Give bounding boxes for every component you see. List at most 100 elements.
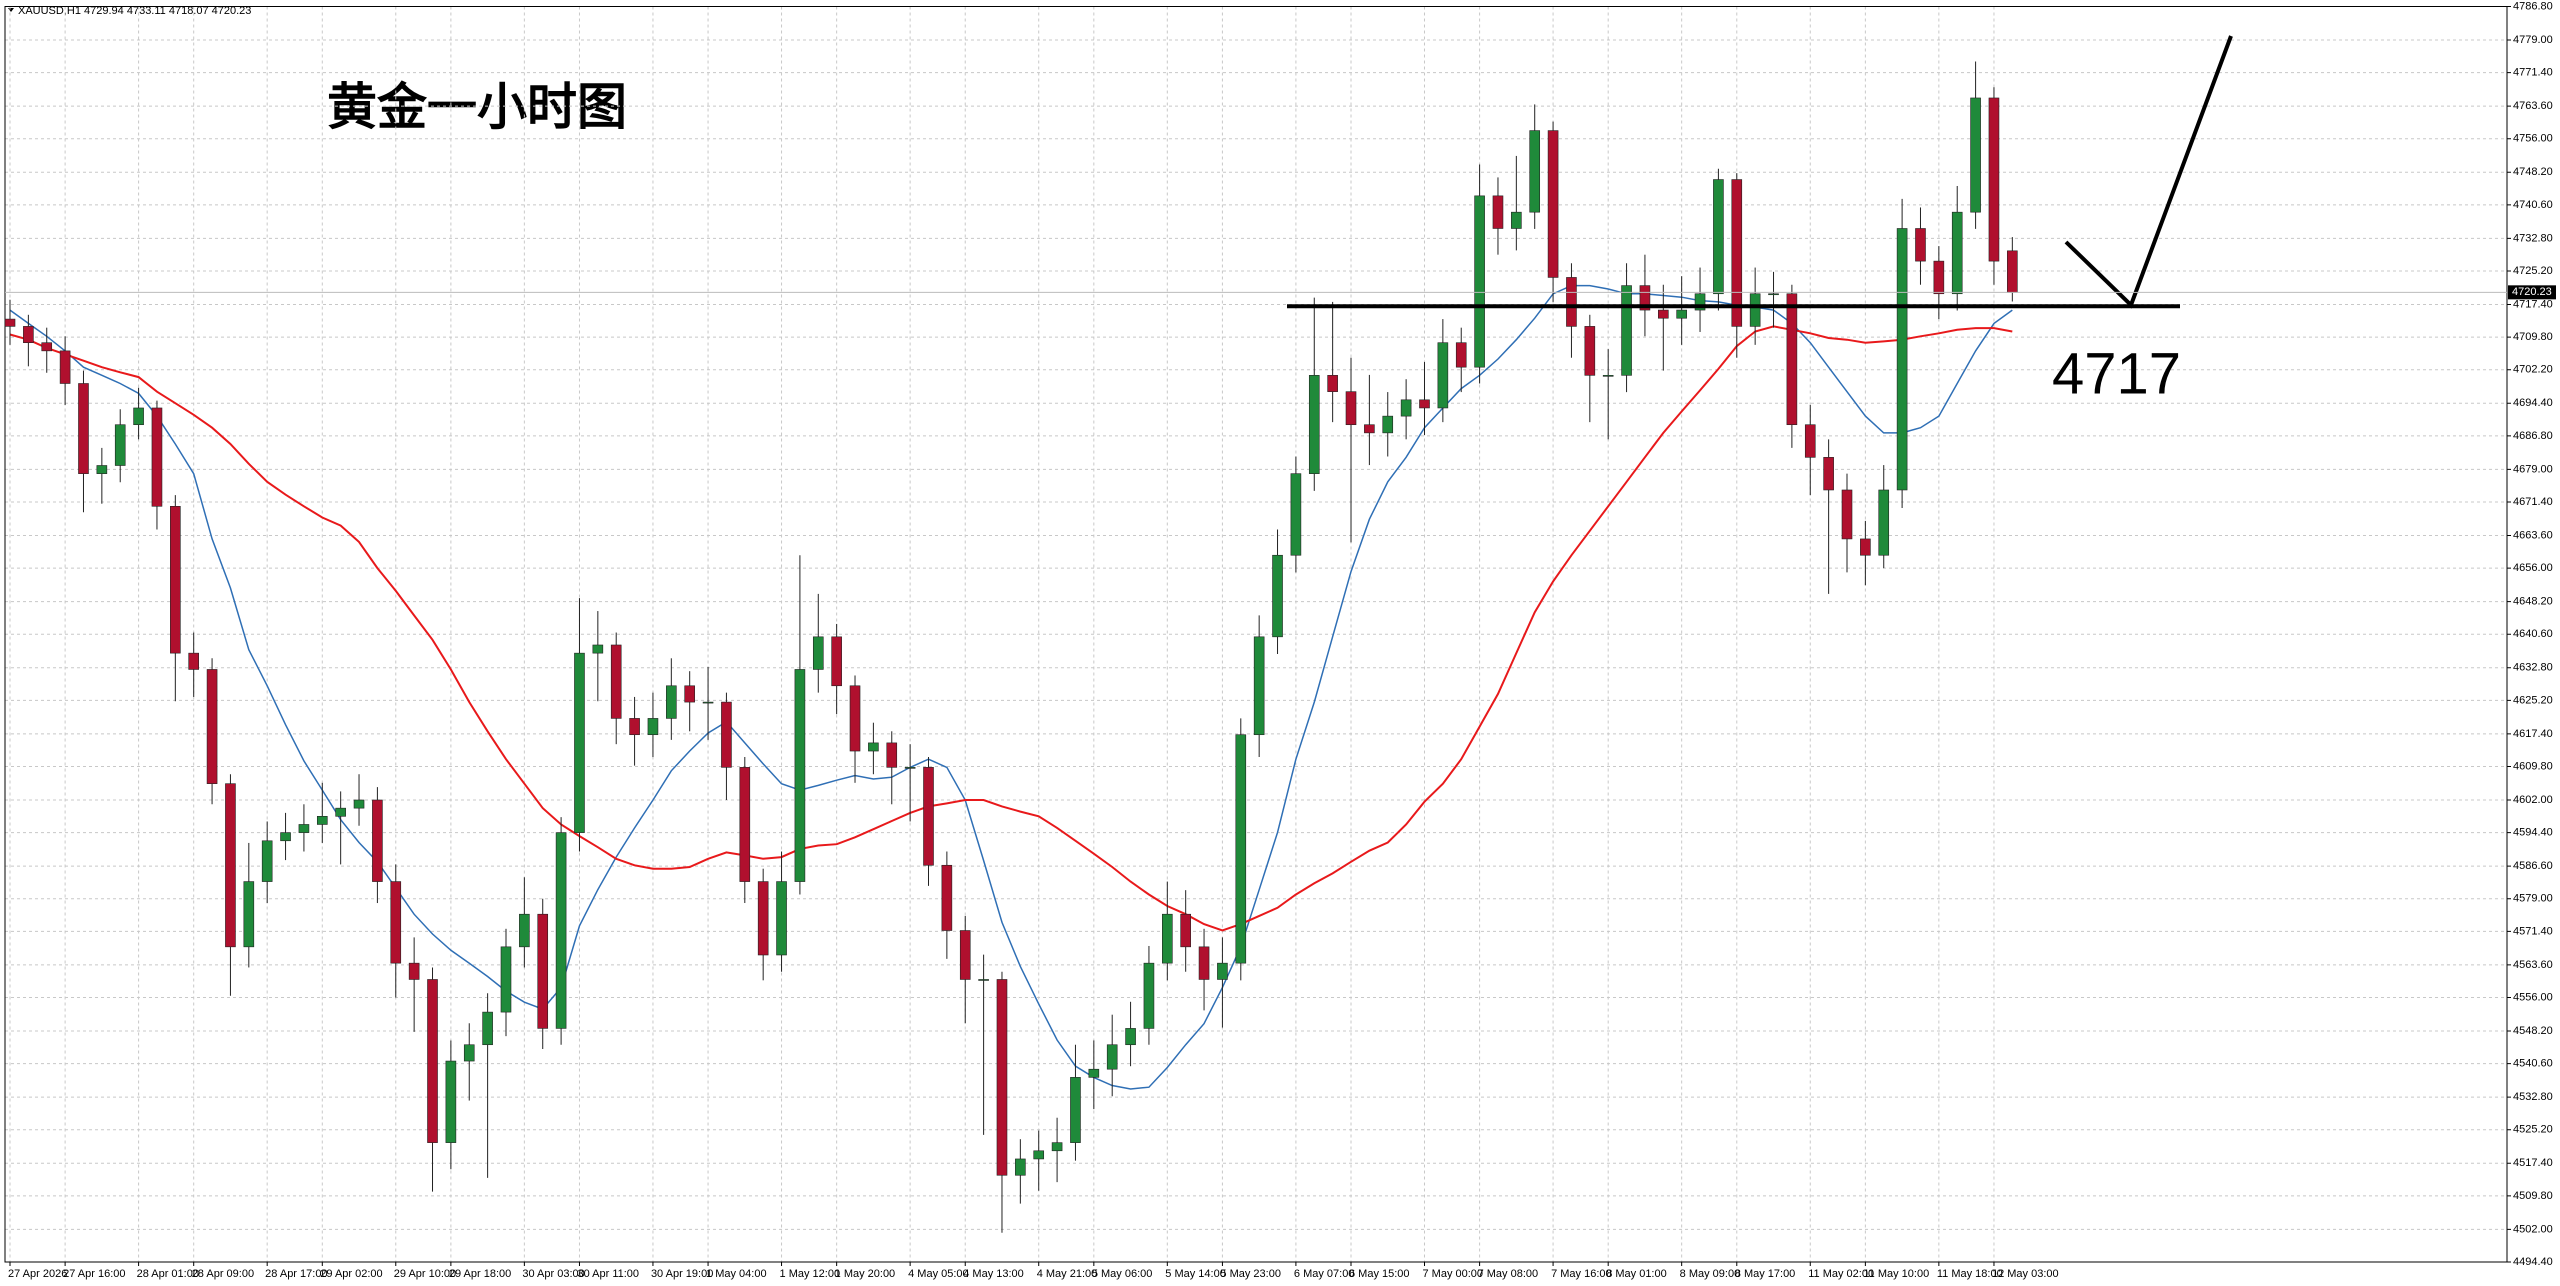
y-tick-label: 4732.80 (2513, 232, 2553, 244)
chart-annotation-title: 黄金一小时图 (327, 79, 627, 135)
price-marker-box (2508, 285, 2556, 300)
candle-body (1584, 326, 1596, 376)
direction-arrow (2064, 35, 2233, 309)
y-tick-label: 4663.60 (2513, 529, 2553, 541)
y-tick-label: 4625.20 (2513, 694, 2553, 706)
candle-body (1602, 375, 1614, 377)
y-tick-label: 4509.80 (2513, 1190, 2553, 1202)
candle-body (886, 742, 898, 768)
candle-body (243, 881, 255, 948)
candle-body (151, 407, 163, 507)
y-tick-label: 4540.60 (2513, 1058, 2553, 1070)
x-tick-label: 4 May 05:00 (908, 1268, 969, 1280)
candle-body (188, 652, 199, 670)
y-tick-label: 4694.40 (2513, 397, 2553, 409)
candle-body (666, 685, 677, 719)
candle-body (59, 350, 71, 384)
candle-body (170, 505, 181, 654)
y-tick-label: 4632.80 (2513, 662, 2553, 674)
candle-body (23, 326, 34, 344)
candle-body (1951, 211, 1963, 295)
candle-body (1272, 554, 1283, 638)
y-tick-label: 4763.60 (2513, 100, 2553, 112)
moving-average-line (9, 325, 2013, 932)
candle-body (849, 685, 861, 752)
x-tick-label: 1 May 20:00 (835, 1268, 896, 1280)
y-tick-label: 4702.20 (2513, 364, 2553, 376)
y-tick-label: 4594.40 (2513, 827, 2553, 839)
y-tick-label: 4494.40 (2513, 1256, 2553, 1268)
candle-body (757, 881, 769, 956)
y-tick-label: 4548.20 (2513, 1025, 2553, 1037)
x-tick-label: 7 May 08:00 (1478, 1268, 1539, 1280)
candle-body (445, 1060, 457, 1143)
candle-body (519, 913, 530, 948)
candle-body (1621, 285, 1632, 376)
x-tick-label: 4 May 13:00 (963, 1268, 1024, 1280)
candle-body (372, 799, 383, 882)
y-tick-label: 4748.20 (2513, 166, 2553, 178)
x-tick-label: 1 May 04:00 (706, 1268, 767, 1280)
candle-body (316, 816, 328, 825)
y-tick-label: 4771.40 (2513, 67, 2553, 79)
candle-body (1547, 130, 1559, 278)
y-tick-label: 4648.20 (2513, 596, 2553, 608)
x-tick-label: 29 Apr 10:00 (394, 1268, 456, 1280)
candle-body (610, 644, 622, 719)
candle-body (1823, 457, 1834, 491)
x-tick-label: 28 Apr 09:00 (192, 1268, 254, 1280)
candle-body (555, 832, 567, 1029)
candle-body (1033, 1150, 1045, 1160)
x-tick-label: 11 May 10:00 (1863, 1268, 1929, 1280)
symbol-header: XAUUSD,H1 4729.94 4733.11 4718.07 4720.2… (18, 5, 251, 17)
y-tick-label: 4502.00 (2513, 1223, 2553, 1235)
candle-body (4, 318, 16, 327)
x-tick-label: 6 May 07:00 (1294, 1268, 1355, 1280)
candle-body (1731, 179, 1743, 327)
x-tick-label: 28 Apr 17:00 (265, 1268, 327, 1280)
candle-body (959, 930, 971, 980)
x-tick-label: 30 Apr 03:00 (522, 1268, 584, 1280)
x-tick-label: 30 Apr 11:00 (577, 1268, 639, 1280)
moving-average-line (9, 284, 2013, 1090)
candle-body (702, 701, 714, 704)
candle-body (1070, 1077, 1081, 1143)
x-tick-label: 5 May 23:00 (1220, 1268, 1281, 1280)
x-tick-label: 28 Apr 01:00 (137, 1268, 199, 1280)
y-tick-label: 4717.40 (2513, 298, 2553, 310)
candle-body (1290, 473, 1302, 556)
y-tick-label: 4571.40 (2513, 925, 2553, 937)
y-tick-label: 4609.80 (2513, 760, 2553, 772)
x-tick-label: 27 Apr 2026 (8, 1268, 67, 1280)
candle-body (592, 644, 604, 654)
x-tick-label: 29 Apr 18:00 (449, 1268, 511, 1280)
y-tick-label: 4579.00 (2513, 893, 2553, 905)
candle-body (1308, 375, 1320, 474)
candle-body (298, 824, 310, 833)
candle-body (1915, 228, 1926, 262)
candle-body (1051, 1142, 1063, 1152)
candle-body (776, 881, 787, 956)
y-tick-label: 4563.60 (2513, 959, 2553, 971)
candle-body (96, 465, 108, 474)
candle-body (978, 979, 989, 981)
candle-body (1860, 538, 1871, 556)
candle-body (1749, 293, 1761, 327)
y-tick-label: 4602.00 (2513, 794, 2553, 806)
candle-body (996, 979, 1008, 1176)
x-tick-label: 4 May 21:00 (1037, 1268, 1098, 1280)
y-tick-label: 4679.00 (2513, 463, 2553, 475)
candle-body (1419, 399, 1430, 409)
candle-body (574, 652, 585, 833)
candle-body (225, 783, 236, 948)
candle-body (353, 799, 365, 809)
candle-body (1529, 130, 1541, 213)
candle-body (684, 685, 695, 703)
x-tick-label: 7 May 16:00 (1551, 1268, 1612, 1280)
price-marker-label: 4720.23 (2512, 286, 2552, 298)
y-tick-label: 4786.80 (2513, 0, 2553, 12)
x-tick-label: 29 Apr 02:00 (320, 1268, 382, 1280)
y-tick-label: 4725.20 (2513, 265, 2553, 277)
